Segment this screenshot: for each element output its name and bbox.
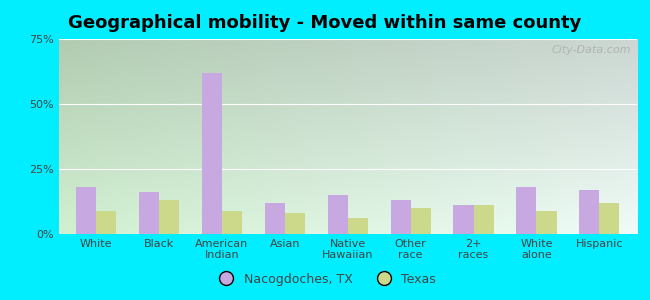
Text: City-Data.com: City-Data.com (552, 45, 631, 55)
Bar (139, 192, 159, 234)
Bar (473, 206, 493, 234)
Bar (159, 200, 179, 234)
Bar (96, 211, 116, 234)
Bar (348, 218, 368, 234)
Bar (202, 73, 222, 234)
Bar (536, 211, 556, 234)
Bar (222, 211, 242, 234)
Bar (599, 203, 619, 234)
Bar (516, 187, 536, 234)
Bar (76, 187, 96, 234)
Bar (454, 206, 473, 234)
Text: Geographical mobility - Moved within same county: Geographical mobility - Moved within sam… (68, 14, 582, 32)
Bar (411, 208, 431, 234)
Bar (285, 213, 305, 234)
Legend: Nacogdoches, TX, Texas: Nacogdoches, TX, Texas (209, 268, 441, 291)
Bar (391, 200, 411, 234)
Bar (328, 195, 348, 234)
Bar (265, 203, 285, 234)
Bar (579, 190, 599, 234)
